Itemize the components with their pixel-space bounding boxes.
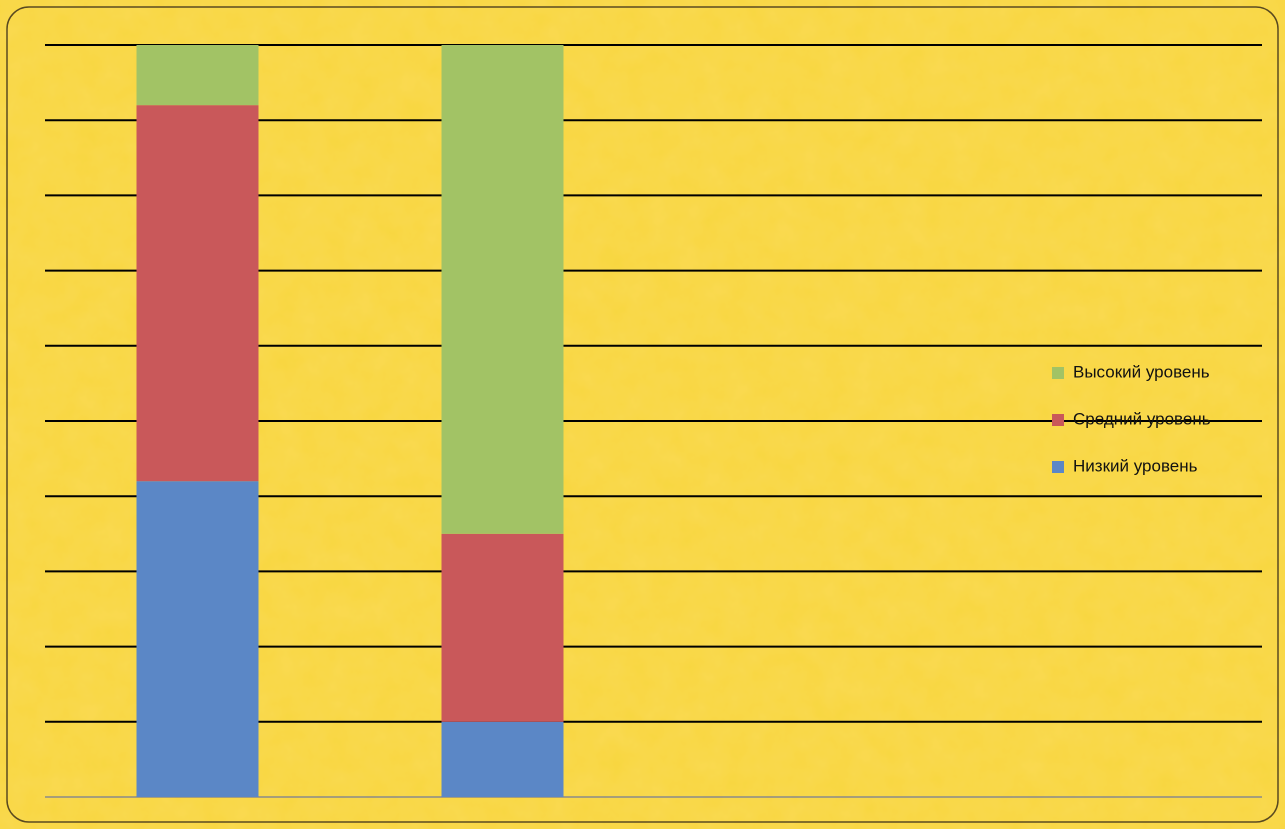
bar-segment: [441, 721, 564, 797]
legend-label: Низкий уровень: [1073, 456, 1198, 475]
bars: [136, 45, 564, 797]
legend-label: Средний уровень: [1073, 409, 1211, 428]
bar-segment: [136, 45, 259, 106]
legend-swatch: [1052, 367, 1064, 379]
legend-swatch: [1052, 414, 1064, 426]
bar-segment: [136, 481, 259, 797]
bar-segment: [441, 45, 564, 534]
legend-swatch: [1052, 461, 1064, 473]
bar-segment: [136, 105, 259, 482]
bar-segment: [441, 533, 564, 722]
legend: Высокий уровень Средний уровень Низкий уро…: [1052, 362, 1211, 475]
frame: [6, 6, 1279, 823]
legend-label: Высокий уровень: [1073, 362, 1210, 381]
